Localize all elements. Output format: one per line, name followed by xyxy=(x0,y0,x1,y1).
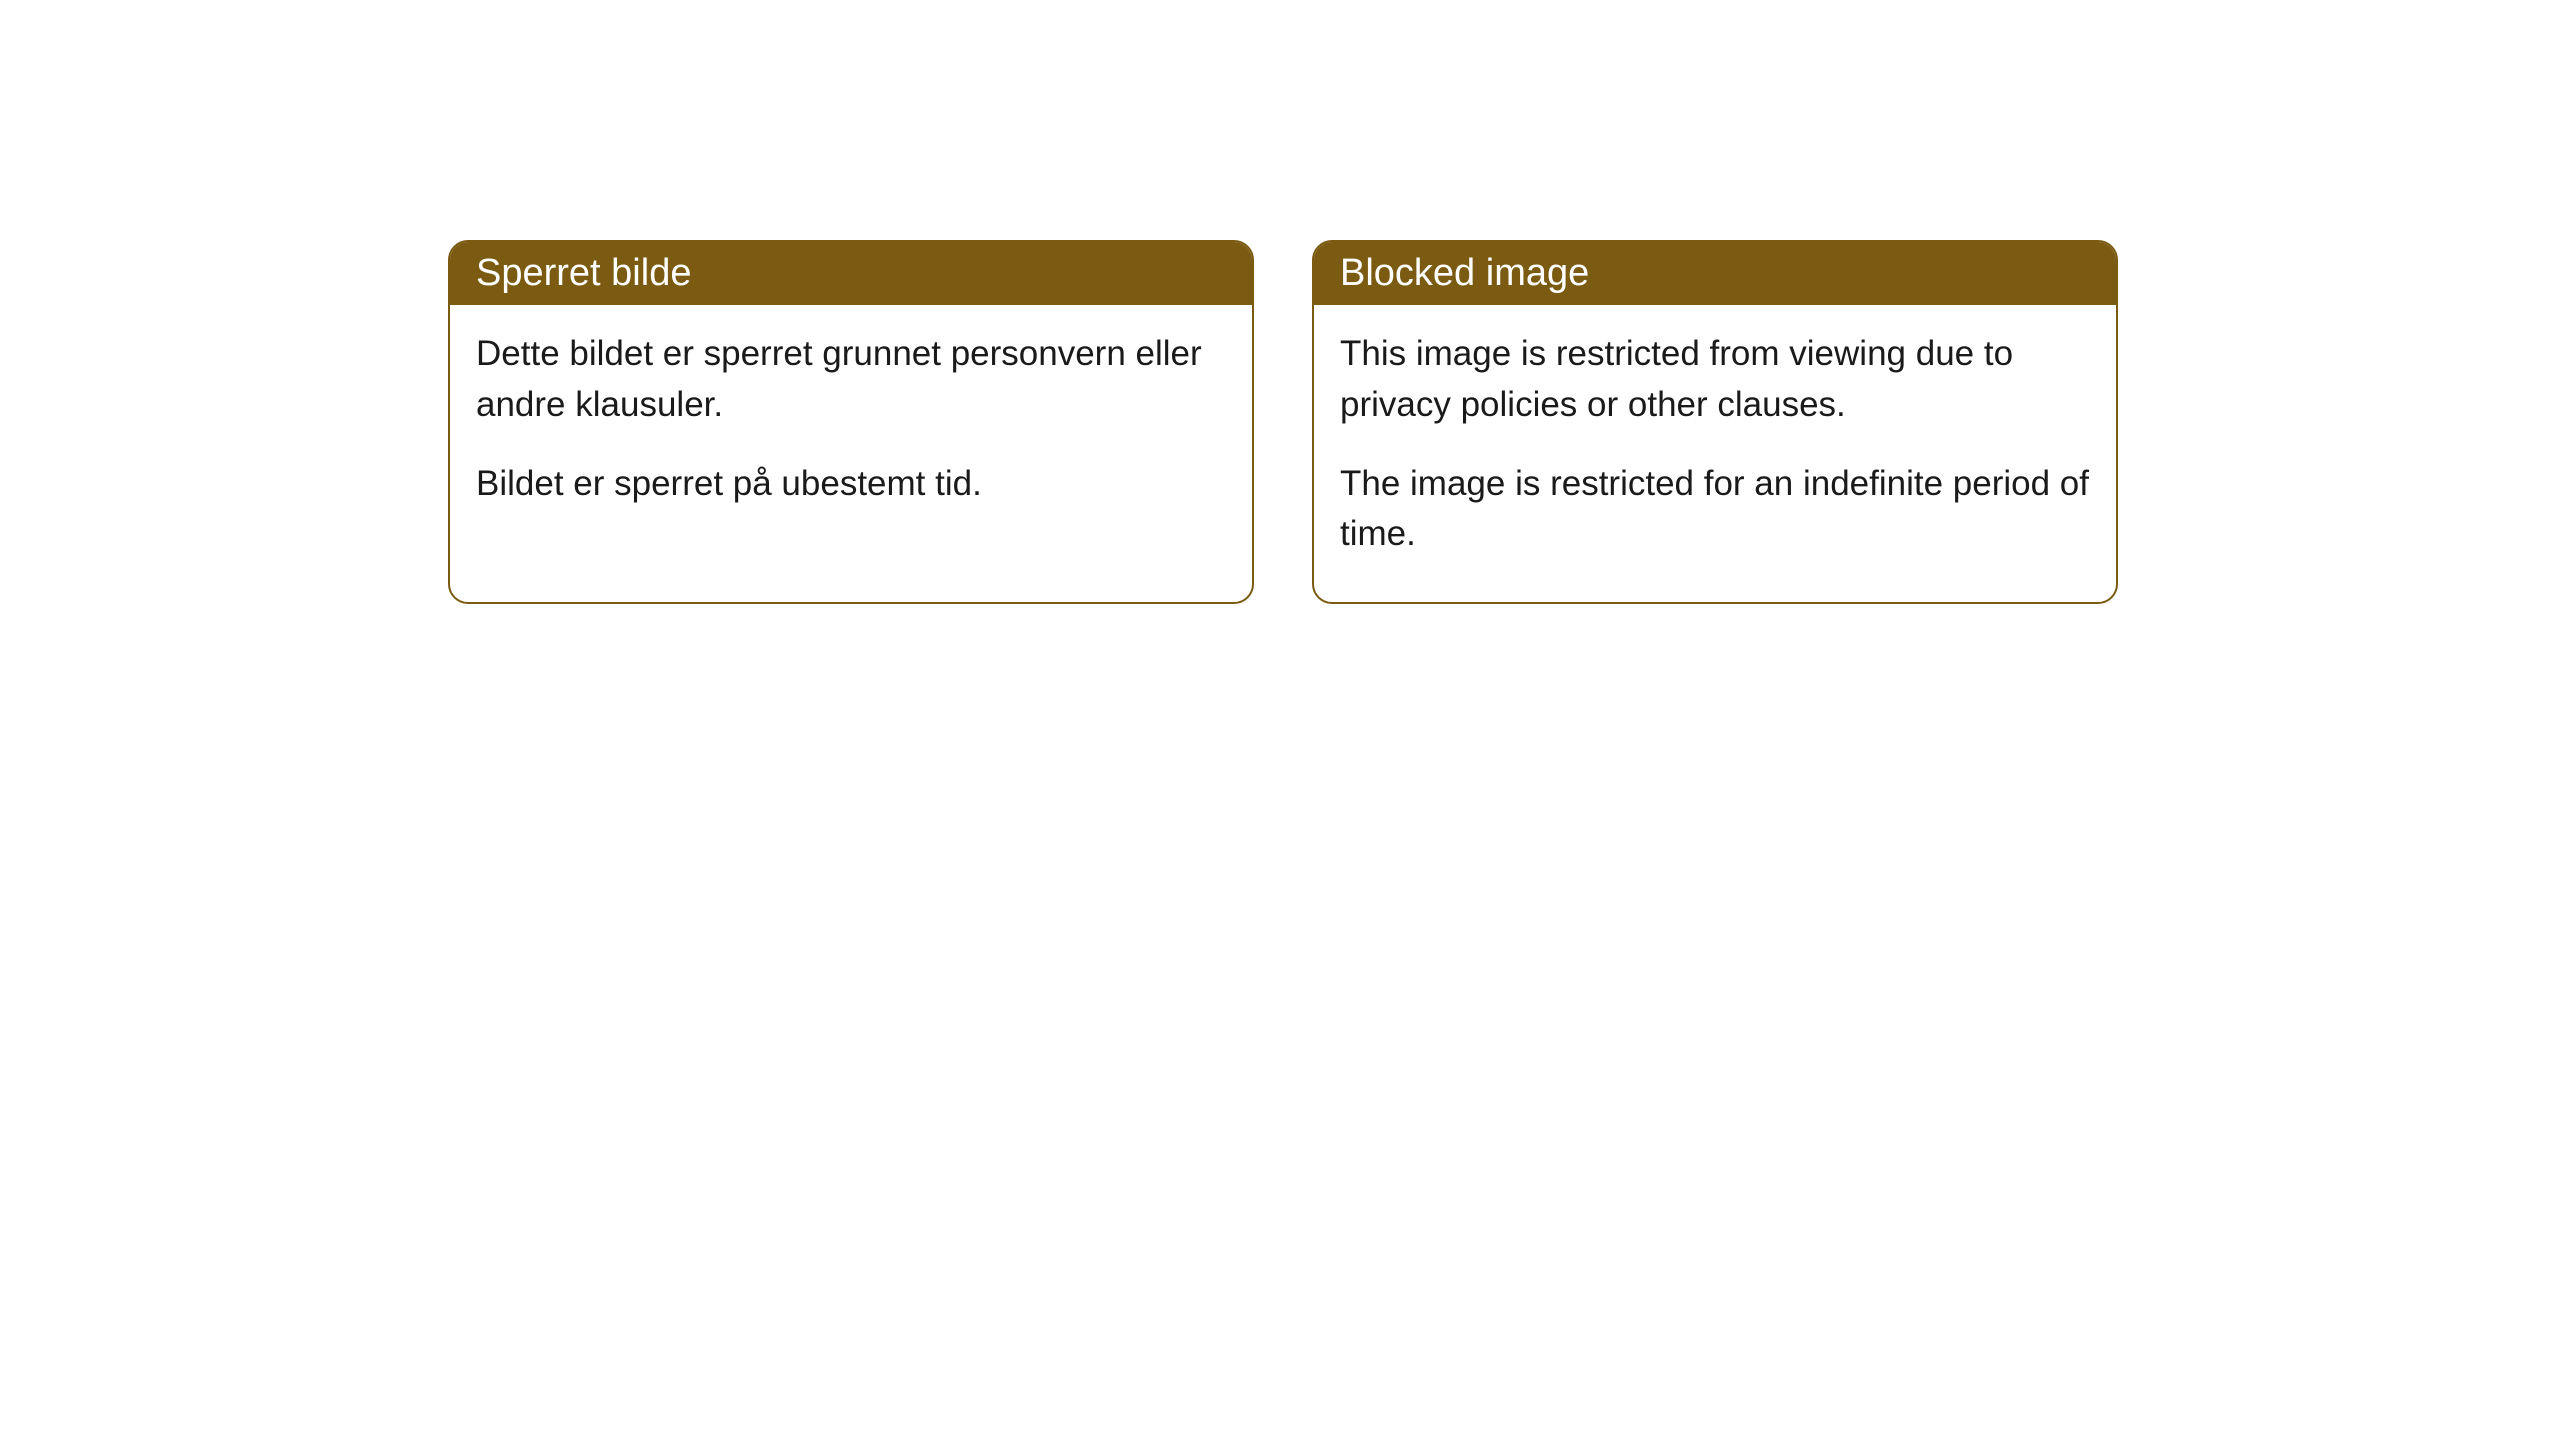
card-body-norwegian: Dette bildet er sperret grunnet personve… xyxy=(450,305,1252,551)
notice-card-norwegian: Sperret bilde Dette bildet er sperret gr… xyxy=(448,240,1254,604)
card-body-english: This image is restricted from viewing du… xyxy=(1314,305,2116,602)
notice-cards-container: Sperret bilde Dette bildet er sperret gr… xyxy=(448,240,2560,604)
card-paragraph: Dette bildet er sperret grunnet personve… xyxy=(476,329,1226,431)
card-paragraph: The image is restricted for an indefinit… xyxy=(1340,459,2090,561)
card-paragraph: Bildet er sperret på ubestemt tid. xyxy=(476,459,1226,510)
notice-card-english: Blocked image This image is restricted f… xyxy=(1312,240,2118,604)
card-header-english: Blocked image xyxy=(1314,242,2116,305)
card-paragraph: This image is restricted from viewing du… xyxy=(1340,329,2090,431)
card-header-norwegian: Sperret bilde xyxy=(450,242,1252,305)
